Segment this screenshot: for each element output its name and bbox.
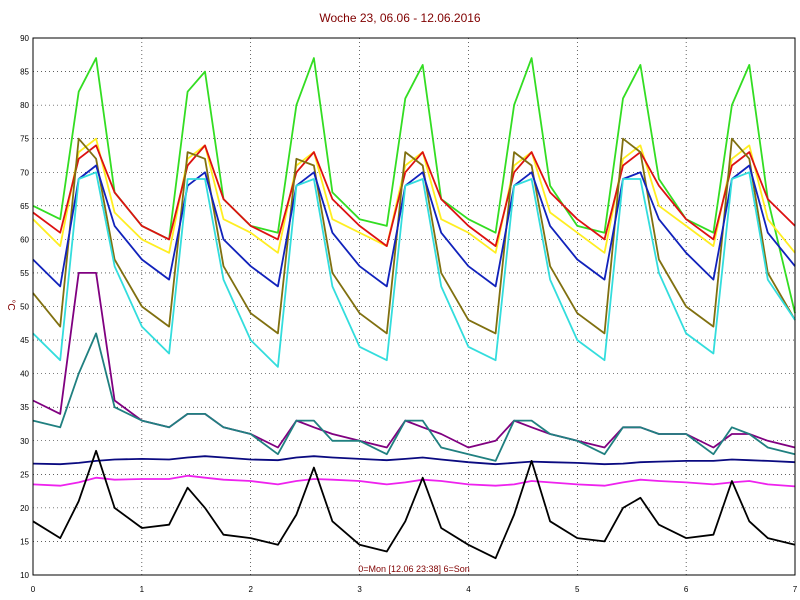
series-line (32, 57, 796, 314)
y-tick-label: 55 (20, 269, 29, 278)
series-line (32, 171, 796, 368)
y-tick-label: 15 (20, 537, 29, 546)
x-tick-label: 6 (684, 585, 689, 594)
series-line (32, 455, 796, 466)
series-line (32, 474, 796, 488)
y-tick-label: 85 (20, 68, 29, 77)
x-tick-label: 2 (248, 585, 253, 594)
y-tick-label: 80 (20, 101, 29, 110)
chart-title: Woche 23, 06.06 - 12.06.2016 (319, 11, 481, 25)
grid (32, 37, 796, 576)
x-tick-label: 4 (466, 585, 471, 594)
series-line (32, 144, 796, 248)
y-tick-label: 65 (20, 202, 29, 211)
x-tick-label: 5 (575, 585, 580, 594)
chart-footer: 0=Mon [12.06 23:38] 6=Son (358, 564, 470, 574)
y-tick-label: 50 (20, 303, 29, 312)
y-tick-label: 45 (20, 336, 29, 345)
y-tick-label: 60 (20, 235, 29, 244)
series-line (32, 137, 796, 254)
y-axis-label: °C (5, 299, 16, 310)
y-tick-label: 70 (20, 168, 29, 177)
series-group (32, 57, 796, 560)
y-tick-label: 25 (20, 470, 29, 479)
series-line (32, 164, 796, 288)
series-line (32, 449, 796, 560)
y-tick-label: 35 (20, 403, 29, 412)
y-tick-label: 75 (20, 135, 29, 144)
plot-frame (32, 37, 796, 576)
x-tick-label: 3 (357, 585, 362, 594)
series-line (32, 137, 796, 335)
y-tick-label: 40 (20, 370, 29, 379)
y-tick-label: 20 (20, 504, 29, 513)
x-tick-label: 1 (140, 585, 145, 594)
x-tick-label: 7 (793, 585, 798, 594)
y-tick-label: 90 (20, 34, 29, 43)
y-tick-label: 10 (20, 571, 29, 580)
x-tick-label: 0 (31, 585, 36, 594)
y-tick-label: 30 (20, 437, 29, 446)
series-line (32, 332, 796, 462)
